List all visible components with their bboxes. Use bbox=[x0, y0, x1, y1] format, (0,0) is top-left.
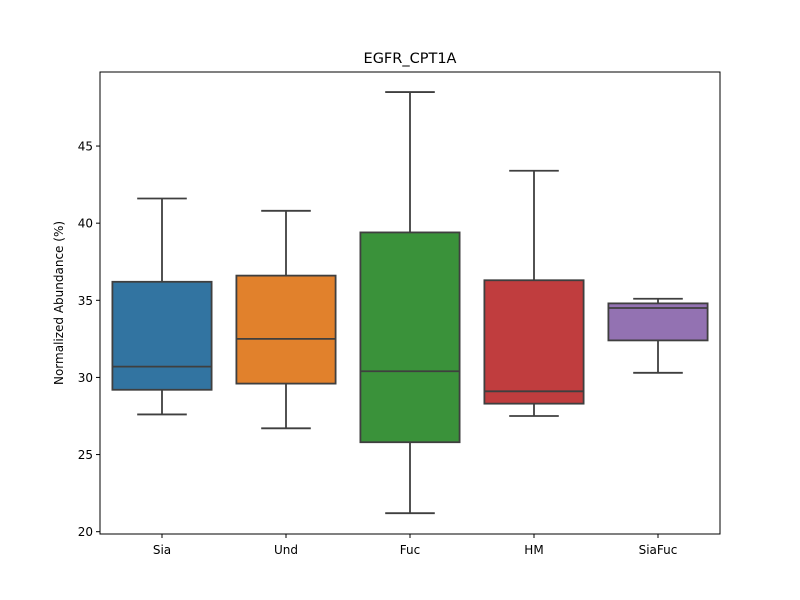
box-hm bbox=[483, 279, 585, 405]
y-axis-label: Normalized Abundance (%) bbox=[52, 221, 66, 385]
axes-frame bbox=[99, 71, 721, 535]
box-und bbox=[235, 274, 337, 385]
y-tick-label: 45 bbox=[78, 140, 93, 154]
y-tick-label: 25 bbox=[78, 448, 93, 462]
box-siafuc bbox=[607, 302, 709, 342]
box-sia bbox=[111, 280, 213, 391]
x-tick-label-sia: Sia bbox=[153, 543, 171, 557]
y-tick-label: 40 bbox=[78, 217, 93, 231]
x-tick-label-fuc: Fuc bbox=[400, 543, 420, 557]
x-tick-label-hm: HM bbox=[524, 543, 543, 557]
y-tick-label: 35 bbox=[78, 294, 93, 308]
chart-title: EGFR_CPT1A bbox=[364, 51, 457, 67]
x-tick-label-und: Und bbox=[274, 543, 298, 557]
y-tick-label: 30 bbox=[78, 371, 93, 385]
box-fuc bbox=[359, 231, 461, 444]
y-tick-label: 20 bbox=[78, 525, 93, 539]
x-tick-label-siafuc: SiaFuc bbox=[639, 543, 678, 557]
plot-area: 20 25 30 35 40 45 Sia Und Fuc HM SiaFuc bbox=[78, 91, 709, 557]
